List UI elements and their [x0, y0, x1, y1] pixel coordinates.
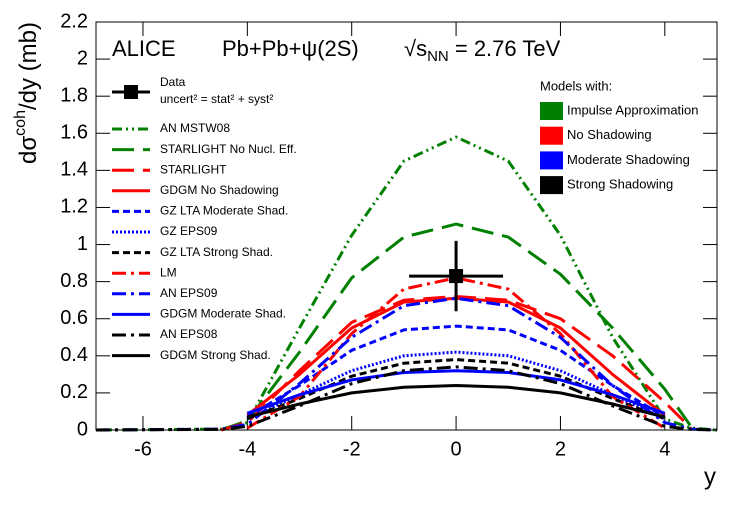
legend-label: GZ LTA Moderate Shad. — [160, 204, 288, 218]
legend-label: GZ LTA Strong Shad. — [160, 245, 273, 259]
y-tick-label: 2.2 — [60, 10, 88, 32]
model-legend-swatch — [540, 102, 563, 120]
legend-label: AN EPS08 — [160, 327, 218, 341]
legend-swatch — [124, 85, 138, 99]
y-tick-label: 0.6 — [60, 307, 88, 329]
y-label-sup: coh — [12, 110, 29, 136]
legend-label: Data — [160, 75, 186, 89]
energy-suffix: = 2.76 TeV — [449, 36, 561, 61]
y-axis-label: dσcoh/dy (mb) — [12, 22, 42, 164]
x-tick-label: -4 — [238, 438, 256, 460]
model-legend-label: No Shadowing — [567, 127, 652, 142]
y-tick-label: 0.4 — [60, 344, 88, 366]
x-tick-label: -2 — [343, 438, 361, 460]
y-tick-label: 1.4 — [60, 159, 88, 181]
x-axis-label: y — [704, 463, 716, 490]
legend-note: uncert² = stat² + syst² — [160, 92, 273, 106]
chart-title: ALICE — [112, 36, 176, 61]
chart-subtitle: Pb+Pb+ψ(2S) — [222, 36, 359, 61]
legend-label: AN EPS09 — [160, 286, 218, 300]
y-tick-label: 1.6 — [60, 122, 88, 144]
model-curve — [95, 296, 718, 432]
y-label-rest: /dy (mb) — [15, 22, 42, 110]
model-curve — [95, 365, 718, 432]
model-legend-title: Models with: — [540, 78, 612, 93]
legend-label: GDGM No Shadowing — [160, 183, 279, 197]
model-legend-label: Strong Shadowing — [567, 177, 673, 192]
model-curve — [246, 384, 666, 419]
legend-label: GDGM Moderate Shad. — [160, 307, 286, 321]
x-tick-label: -6 — [134, 438, 152, 460]
y-label-main: dσ — [15, 136, 42, 164]
y-tick-label: 0.8 — [60, 270, 88, 292]
x-tick-label: 4 — [659, 438, 670, 460]
y-tick-label: 1.8 — [60, 84, 88, 106]
model-legend-label: Moderate Shadowing — [567, 152, 690, 167]
y-tick-label: 1.2 — [60, 196, 88, 218]
y-tick-label: 1 — [77, 233, 88, 255]
model-legend-label: Impulse Approximation — [567, 102, 699, 117]
model-legend-swatch — [540, 151, 563, 170]
y-tick-label: 2 — [77, 47, 88, 69]
energy-label: √sNN = 2.76 TeV — [404, 36, 561, 65]
plot-frame — [95, 21, 718, 431]
x-tick-label: 0 — [451, 438, 462, 460]
data-marker — [449, 269, 464, 284]
model-curve — [220, 222, 693, 432]
energy-prefix: √s — [404, 36, 427, 61]
y-tick-label: 0 — [77, 418, 88, 440]
legend-label: STARLIGHT No Nucl. Eff. — [160, 142, 297, 156]
legend-label: GDGM Strong Shad. — [160, 348, 271, 362]
legend-label: AN MSTW08 — [160, 121, 230, 135]
model-curve — [246, 369, 666, 415]
energy-sub: NN — [427, 48, 449, 65]
model-legend-swatch — [540, 126, 563, 145]
legend-label: STARLIGHT — [160, 162, 227, 176]
y-tick-label: 0.2 — [60, 381, 88, 403]
legend-label: LM — [160, 265, 177, 279]
x-tick-label: 2 — [555, 438, 566, 460]
model-legend-swatch — [540, 176, 563, 195]
model-curve — [95, 135, 718, 432]
legend-label: GZ EPS09 — [160, 224, 218, 238]
model-curve — [246, 350, 666, 421]
